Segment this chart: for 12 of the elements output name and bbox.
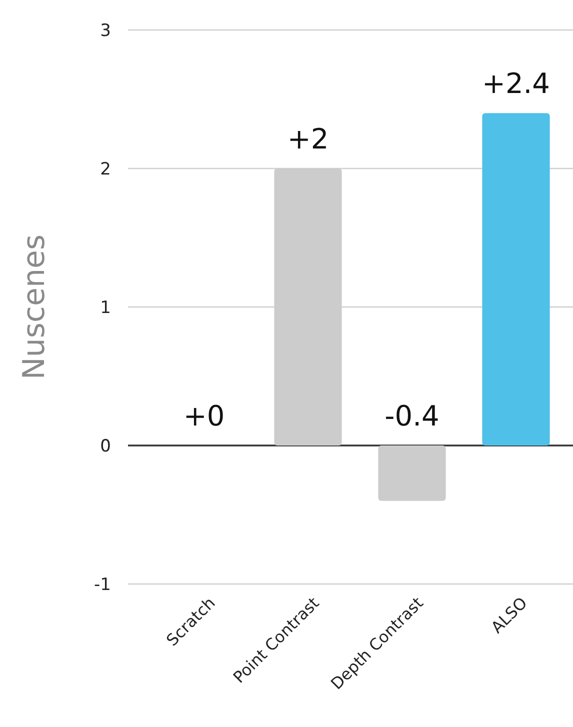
y-tick-label: 0 — [100, 436, 111, 456]
data-label: +2.4 — [482, 67, 550, 100]
y-tick-label: 3 — [100, 20, 111, 41]
y-tick-label: 2 — [100, 159, 111, 180]
data-label: +2 — [287, 122, 329, 156]
y-tick-label: -1 — [94, 574, 111, 595]
y-axis-title: Nuscenes — [17, 234, 52, 380]
bar — [378, 446, 446, 501]
data-label: +0 — [183, 400, 225, 432]
data-label: -0.4 — [384, 400, 440, 432]
bar — [482, 113, 550, 446]
y-tick-label: 1 — [100, 298, 111, 318]
